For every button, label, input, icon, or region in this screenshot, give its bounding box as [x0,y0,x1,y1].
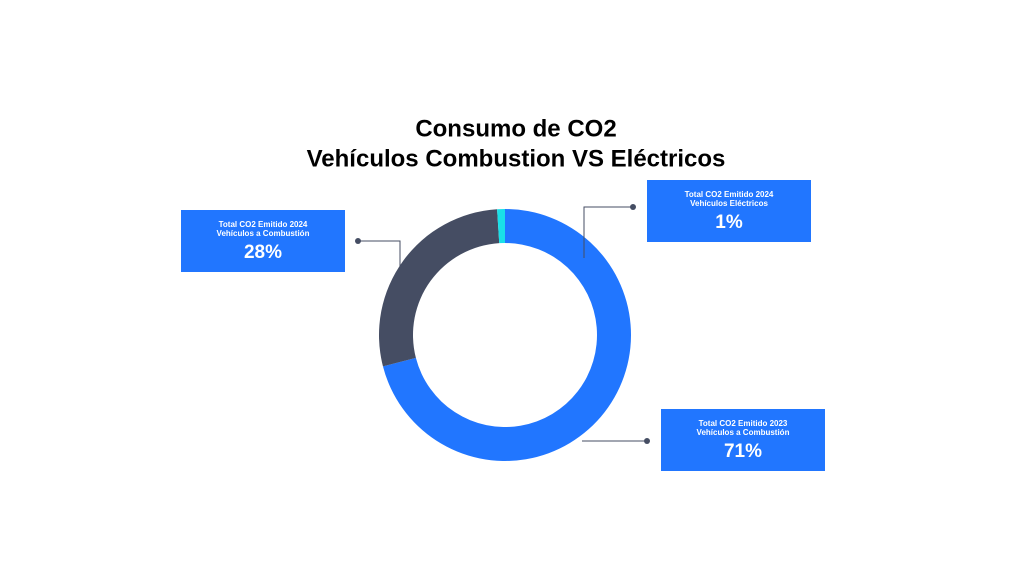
label-line: Total CO2 Emitido 2023 [699,419,788,428]
label-box [181,210,345,272]
chart-subtitle: Vehículos Combustion VS Eléctricos [307,145,726,172]
leader-line [583,206,633,258]
leader-dot [630,204,636,210]
leader-dot [355,238,361,244]
donut-slice [379,209,500,367]
label-line: Total CO2 Emitido 2024 [685,190,774,199]
donut-slice [497,209,505,244]
label-line: Vehículos a Combustión [697,428,790,437]
value-label: 71% [724,441,762,462]
label-line: Vehículos Eléctricos [690,199,768,208]
leader-dot [644,438,650,444]
label-box [647,180,811,242]
leader-line [358,240,401,268]
chart-title: Consumo de CO2 [415,115,616,142]
label-box [661,409,825,471]
label-line: Total CO2 Emitido 2024 [219,220,308,229]
value-label: 28% [244,242,282,263]
value-label: 1% [715,212,743,233]
label-line: Vehículos a Combustión [217,229,310,238]
